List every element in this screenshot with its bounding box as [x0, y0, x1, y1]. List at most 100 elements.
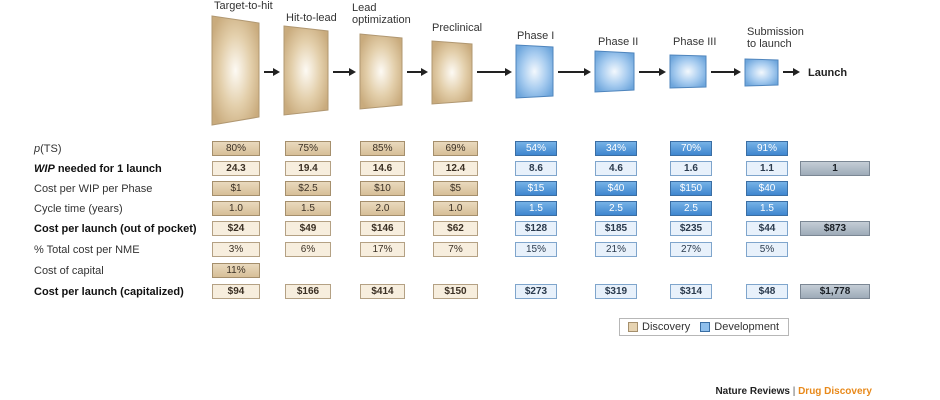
stage-title-2: Hit-to-lead — [286, 12, 337, 24]
table-cell: $314 — [670, 284, 712, 299]
table-cell: 5% — [746, 242, 788, 257]
table-cell: 70% — [670, 141, 712, 156]
table-cell: 11% — [212, 263, 260, 278]
stage-title-5: Phase I — [517, 30, 555, 42]
table-cell: 1.5 — [515, 201, 557, 216]
table-cell: 54% — [515, 141, 557, 156]
table-cell: $150 — [433, 284, 478, 299]
credit-separator: | — [789, 386, 799, 397]
stage-title-7: Phase III — [673, 36, 717, 48]
row-label-4: Cycle time (years) — [34, 202, 123, 216]
table-cell: 2.5 — [670, 201, 712, 216]
arrow-head-2 — [349, 68, 356, 76]
table-cell: 3% — [212, 242, 260, 257]
stage-shape-2 — [283, 25, 329, 116]
stage-shape-6 — [594, 50, 635, 93]
discovery-swatch — [628, 322, 638, 332]
table-cell: 21% — [595, 242, 637, 257]
launch-label: Launch — [808, 67, 848, 79]
table-cell: 19.4 — [285, 161, 331, 176]
table-cell: $2.5 — [285, 181, 331, 196]
arrow-head-6 — [659, 68, 666, 76]
total-cell: $1,778 — [800, 284, 870, 299]
legend-development-label: Development — [714, 321, 780, 333]
table-cell: $128 — [515, 221, 557, 236]
table-cell: $44 — [746, 221, 788, 236]
row-label-6: % Total cost per NME — [34, 243, 140, 257]
table-cell: $94 — [212, 284, 260, 299]
row-label-prefix: p — [34, 143, 41, 155]
table-cell: 85% — [360, 141, 405, 156]
table-cell: $5 — [433, 181, 478, 196]
table-cell: $319 — [595, 284, 637, 299]
table-cell: $24 — [212, 221, 260, 236]
table-cell: 80% — [212, 141, 260, 156]
table-cell: $235 — [670, 221, 712, 236]
table-cell: 69% — [433, 141, 478, 156]
row-label-text: % Total cost per NME — [34, 244, 140, 256]
table-cell: $15 — [515, 181, 557, 196]
table-cell: $414 — [360, 284, 405, 299]
table-cell: $273 — [515, 284, 557, 299]
table-cell: 34% — [595, 141, 637, 156]
table-cell: 4.6 — [595, 161, 637, 176]
journal-section: Drug Discovery — [798, 386, 872, 397]
table-cell: 1.1 — [746, 161, 788, 176]
row-label-text: needed for 1 launch — [54, 163, 162, 175]
row-label-text: Cost per WIP per Phase — [34, 183, 153, 195]
row-label-text: Cycle time (years) — [34, 203, 123, 215]
table-cell: 6% — [285, 242, 331, 257]
row-label-2: WIP needed for 1 launch — [34, 162, 162, 176]
table-cell: 1.5 — [746, 201, 788, 216]
total-cell: $873 — [800, 221, 870, 236]
table-cell: $166 — [285, 284, 331, 299]
table-cell: $40 — [595, 181, 637, 196]
table-cell: $49 — [285, 221, 331, 236]
stage-shape-8 — [744, 58, 779, 87]
legend-discovery-label: Discovery — [642, 321, 691, 333]
table-cell: $146 — [360, 221, 405, 236]
table-cell: 8.6 — [515, 161, 557, 176]
stage-title-8: Submission to launch — [747, 26, 804, 50]
journal-name: Nature Reviews — [715, 386, 790, 397]
table-cell: $62 — [433, 221, 478, 236]
table-cell: 1.6 — [670, 161, 712, 176]
arrow-head-1 — [273, 68, 280, 76]
table-cell: $40 — [746, 181, 788, 196]
table-cell: 7% — [433, 242, 478, 257]
table-cell: 1.0 — [212, 201, 260, 216]
row-label-8: Cost per launch (capitalized) — [34, 285, 184, 299]
stage-title-6: Phase II — [598, 36, 639, 48]
legend: Discovery Development — [619, 318, 789, 336]
row-label-1: p(TS) — [34, 142, 62, 156]
table-cell: 14.6 — [360, 161, 405, 176]
pipeline-funnel — [211, 15, 800, 126]
arrow-head-8 — [793, 68, 800, 76]
row-label-prefix: WIP — [34, 163, 55, 175]
row-label-text: Cost per launch (out of pocket) — [34, 223, 197, 235]
table-cell: 12.4 — [433, 161, 478, 176]
table-cell: 27% — [670, 242, 712, 257]
table-cell: 1.5 — [285, 201, 331, 216]
row-label-3: Cost per WIP per Phase — [34, 182, 152, 196]
row-label-text: Cost of capital — [34, 265, 104, 277]
stage-shape-3 — [359, 33, 403, 110]
stage-title-3: Lead optimization — [352, 2, 411, 26]
journal-credit: Nature Reviews | Drug Discovery — [715, 386, 872, 397]
row-label-text: (TS) — [40, 143, 62, 155]
table-cell: $185 — [595, 221, 637, 236]
table-cell: $1 — [212, 181, 260, 196]
table-cell: $150 — [670, 181, 712, 196]
stage-title-4: Preclinical — [432, 22, 483, 34]
table-cell: 24.3 — [212, 161, 260, 176]
table-cell: 1.0 — [433, 201, 478, 216]
total-cell: 1 — [800, 161, 870, 176]
table-cell: $10 — [360, 181, 405, 196]
development-swatch — [700, 322, 711, 332]
stage-shape-4 — [431, 40, 473, 105]
table-cell: 2.0 — [360, 201, 405, 216]
arrow-head-5 — [584, 68, 591, 76]
arrow-head-7 — [734, 68, 741, 76]
row-label-5: Cost per launch (out of pocket) — [34, 222, 197, 236]
table-cell: 17% — [360, 242, 405, 257]
